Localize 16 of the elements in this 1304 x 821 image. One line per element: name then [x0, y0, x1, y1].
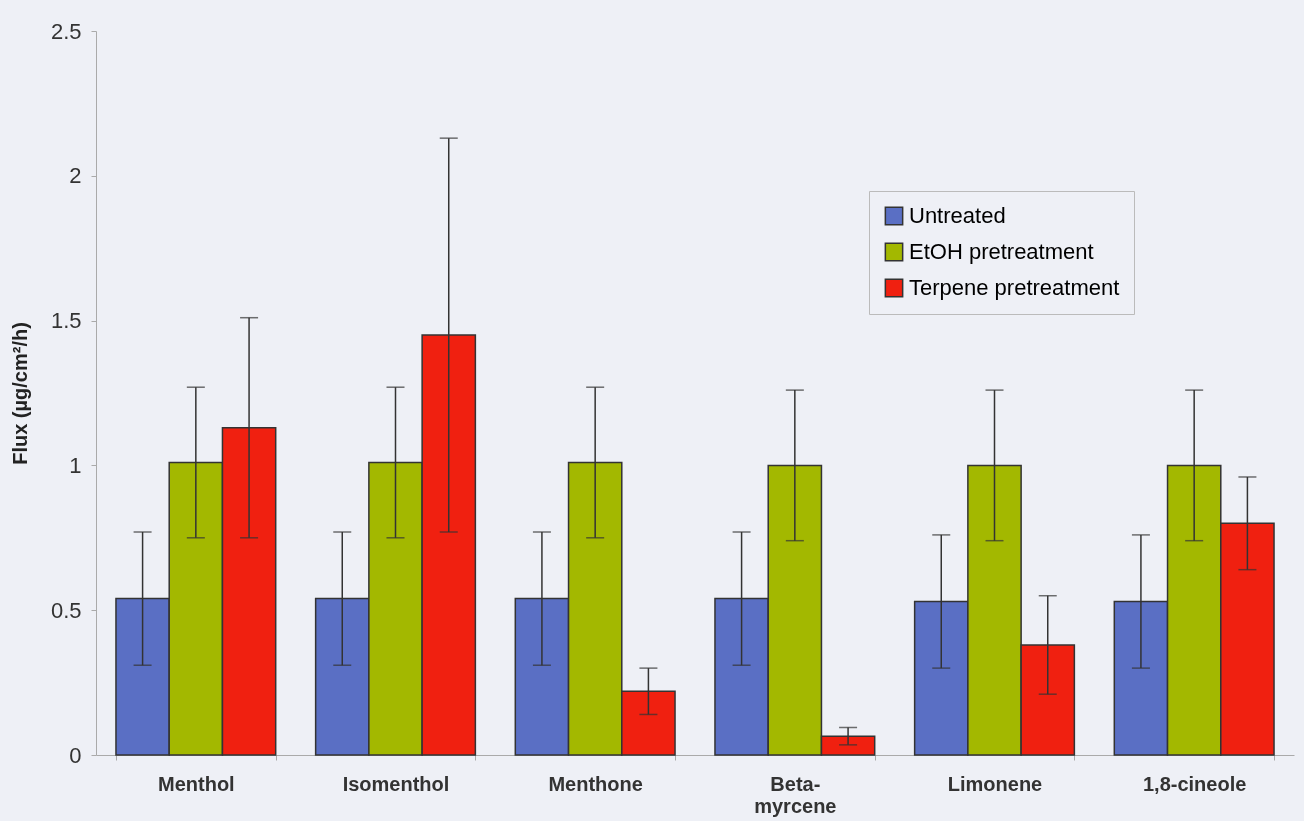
x-tick-label: Isomenthol [342, 772, 450, 795]
y-tick-label: 0 [69, 742, 82, 768]
y-axis-title: Flux (µg/cm²/h) [8, 322, 31, 465]
y-tick-label: 0.5 [50, 597, 82, 623]
x-tick-label: Limonene [947, 772, 1043, 795]
legend-label: EtOH pretreatment [909, 239, 1094, 264]
x-tick-label: Menthol [158, 772, 235, 795]
y-tick-label: 1.5 [50, 308, 82, 334]
legend-label: Terpene pretreatment [909, 275, 1120, 300]
x-tick-label: Menthone [548, 772, 643, 795]
x-tick-label: 1,8-cineole [1142, 772, 1247, 795]
y-tick-label: 2 [69, 163, 82, 189]
y-tick-label: 2.5 [50, 18, 82, 44]
y-tick-label: 1 [69, 452, 82, 478]
legend-label: Untreated [909, 203, 1006, 228]
x-tick-label: Beta- myrcene [754, 772, 837, 817]
